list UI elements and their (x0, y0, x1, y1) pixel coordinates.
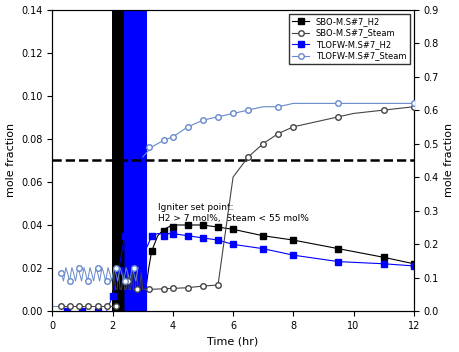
Text: Igniter set point:
H2 > 7 mol%,  Steam < 55 mol%: Igniter set point: H2 > 7 mol%, Steam < … (157, 203, 308, 223)
Y-axis label: mole fraction: mole fraction (6, 123, 16, 197)
Y-axis label: mole fraction: mole fraction (443, 123, 453, 197)
X-axis label: Time (hr): Time (hr) (207, 337, 258, 346)
Legend: SBO-M.S#7_H2, SBO-M.S#7_Steam, TLOFW-M.S#7_H2, TLOFW-M.S#7_Steam: SBO-M.S#7_H2, SBO-M.S#7_Steam, TLOFW-M.S… (289, 14, 409, 64)
